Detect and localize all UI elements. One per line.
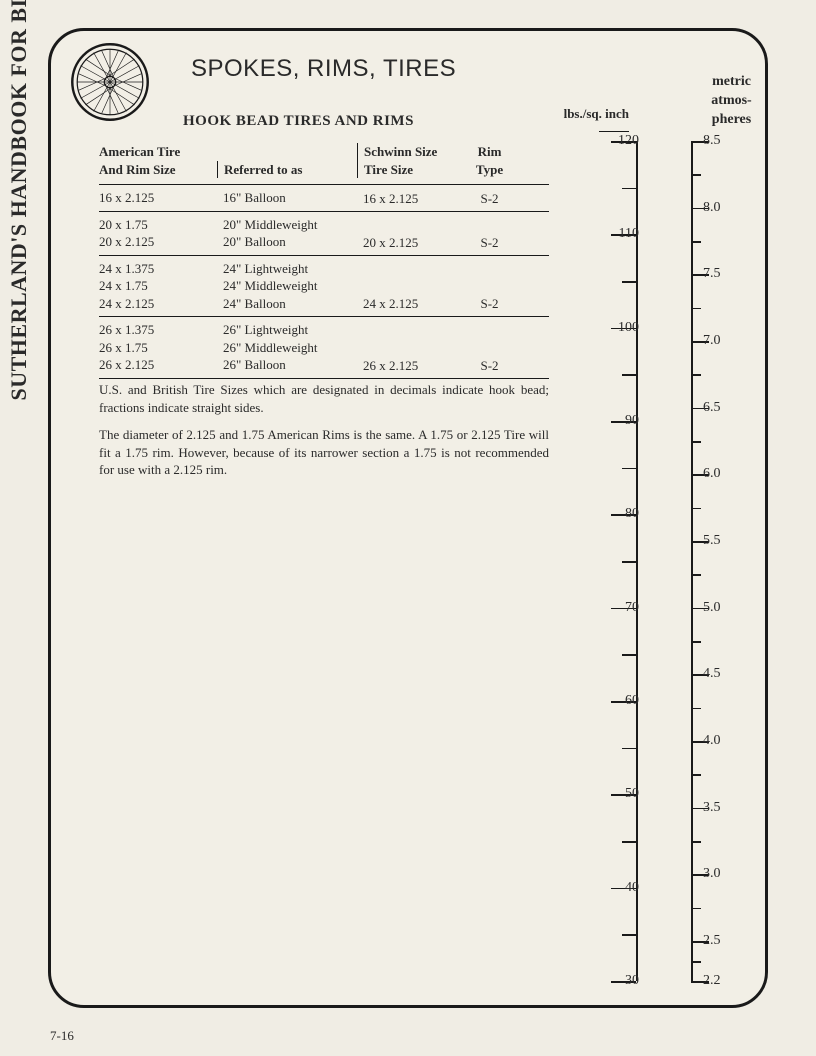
- right-minor-tick: [691, 908, 701, 910]
- left-minor-tick: [622, 374, 636, 376]
- bicycle-wheel-icon: [69, 41, 151, 123]
- col-header: Rim: [462, 143, 517, 161]
- ref-cell: 24" Middleweight: [223, 277, 357, 295]
- left-minor-tick: [622, 934, 636, 936]
- size-cell: 26 x 1.75: [99, 339, 217, 357]
- col-header: Type: [462, 161, 517, 179]
- ref-cell: 26" Middleweight: [223, 339, 357, 357]
- rim-cell: S-2: [462, 260, 517, 313]
- ref-cell: 26" Balloon: [223, 356, 357, 374]
- size-cell: 24 x 1.75: [99, 277, 217, 295]
- right-tick-label: 4.5: [703, 666, 721, 682]
- size-cell: 16 x 2.125: [99, 189, 217, 207]
- right-tick-label: 3.5: [703, 800, 721, 816]
- col-header: Tire Size: [364, 161, 462, 179]
- col-header: And Rim Size: [99, 161, 217, 179]
- left-axis: [636, 141, 638, 981]
- pressure-conversion-scale: 120110100908070605040308.58.07.57.06.56.…: [551, 141, 751, 991]
- right-tick-label: 2.5: [703, 933, 721, 949]
- right-minor-tick: [691, 774, 701, 776]
- left-tick-label: 100: [618, 320, 639, 336]
- right-tick-label: 8.5: [703, 133, 721, 149]
- left-minor-tick: [622, 561, 636, 563]
- left-minor-tick: [622, 188, 636, 190]
- spine-title: SUTHERLAND'S HANDBOOK FOR BICYCLE MECHAN…: [6, 0, 32, 510]
- ref-cell: 24" Lightweight: [223, 260, 357, 278]
- rim-cell: S-2: [462, 189, 517, 207]
- right-minor-tick: [691, 841, 701, 843]
- size-cell: 20 x 1.75: [99, 216, 217, 234]
- size-cell: 20 x 2.125: [99, 233, 217, 251]
- left-minor-tick: [622, 841, 636, 843]
- ref-cell: 20" Balloon: [223, 233, 357, 251]
- left-tick-label: 70: [625, 600, 639, 616]
- page-number: 7-16: [50, 1028, 74, 1044]
- right-minor-tick: [691, 708, 701, 710]
- size-cell: 24 x 1.375: [99, 260, 217, 278]
- right-tick-label: 6.5: [703, 400, 721, 416]
- right-tick-label: 5.0: [703, 600, 721, 616]
- left-tick-label: 90: [625, 413, 639, 429]
- right-axis: [691, 141, 693, 981]
- table-header-row: American Tire And Rim Size Referred to a…: [99, 143, 549, 184]
- schwinn-cell: 24 x 2.125: [357, 260, 462, 313]
- ref-cell: 16" Balloon: [223, 189, 357, 207]
- right-minor-tick: [691, 961, 701, 963]
- ref-cell: 26" Lightweight: [223, 321, 357, 339]
- left-minor-tick: [622, 654, 636, 656]
- col-header: Referred to as: [224, 161, 357, 179]
- left-minor-tick: [622, 281, 636, 283]
- right-tick-label: 4.0: [703, 733, 721, 749]
- right-minor-tick: [691, 441, 701, 443]
- schwinn-cell: 16 x 2.125: [357, 189, 462, 207]
- left-tick-label: 50: [625, 786, 639, 802]
- left-tick-label: 30: [625, 973, 639, 989]
- col-header: Schwinn Size: [364, 143, 462, 161]
- left-tick-label: 120: [618, 133, 639, 149]
- rim-cell: S-2: [462, 321, 517, 374]
- right-tick-label: 8.0: [703, 200, 721, 216]
- section-subtitle: HOOK BEAD TIRES AND RIMS: [183, 113, 414, 130]
- right-tick-label: 6.0: [703, 466, 721, 482]
- note-paragraph: U.S. and British Tire Sizes which are de…: [99, 381, 549, 416]
- size-cell: 26 x 1.375: [99, 321, 217, 339]
- note-paragraph: The diameter of 2.125 and 1.75 American …: [99, 426, 549, 479]
- left-tick-label: 110: [619, 226, 639, 242]
- left-minor-tick: [622, 468, 636, 470]
- page-frame: SPOKES, RIMS, TIRES HOOK BEAD TIRES AND …: [48, 28, 768, 1008]
- right-tick-label: 5.5: [703, 533, 721, 549]
- right-minor-tick: [691, 374, 701, 376]
- right-tick-label: 3.0: [703, 866, 721, 882]
- size-cell: 24 x 2.125: [99, 295, 217, 313]
- size-cell: 26 x 2.125: [99, 356, 217, 374]
- table-row: 24 x 1.37524 x 1.7524 x 2.12524" Lightwe…: [99, 255, 549, 317]
- left-tick-label: 60: [625, 693, 639, 709]
- table-row: 26 x 1.37526 x 1.7526 x 2.12526" Lightwe…: [99, 316, 549, 379]
- right-minor-tick: [691, 574, 701, 576]
- right-tick-label: 2.2: [703, 973, 721, 989]
- left-tick-label: 40: [625, 880, 639, 896]
- right-minor-tick: [691, 641, 701, 643]
- scale-left-label: lbs./sq. inch: [529, 106, 629, 138]
- schwinn-cell: 20 x 2.125: [357, 216, 462, 251]
- right-minor-tick: [691, 174, 701, 176]
- page-title: SPOKES, RIMS, TIRES: [191, 55, 456, 83]
- right-minor-tick: [691, 508, 701, 510]
- tire-size-table: American Tire And Rim Size Referred to a…: [99, 143, 549, 379]
- left-tick-label: 80: [625, 506, 639, 522]
- right-tick-label: 7.5: [703, 266, 721, 282]
- right-minor-tick: [691, 308, 701, 310]
- table-row: 16 x 2.12516" Balloon16 x 2.125S-2: [99, 184, 549, 211]
- rim-cell: S-2: [462, 216, 517, 251]
- scale-right-label: metric atmos- pheres: [699, 73, 764, 130]
- left-minor-tick: [622, 748, 636, 750]
- notes-block: U.S. and British Tire Sizes which are de…: [99, 381, 549, 479]
- table-row: 20 x 1.7520 x 2.12520" Middleweight20" B…: [99, 211, 549, 255]
- schwinn-cell: 26 x 2.125: [357, 321, 462, 374]
- ref-cell: 24" Balloon: [223, 295, 357, 313]
- col-header: American Tire: [99, 143, 217, 161]
- right-minor-tick: [691, 241, 701, 243]
- right-tick-label: 7.0: [703, 333, 721, 349]
- ref-cell: 20" Middleweight: [223, 216, 357, 234]
